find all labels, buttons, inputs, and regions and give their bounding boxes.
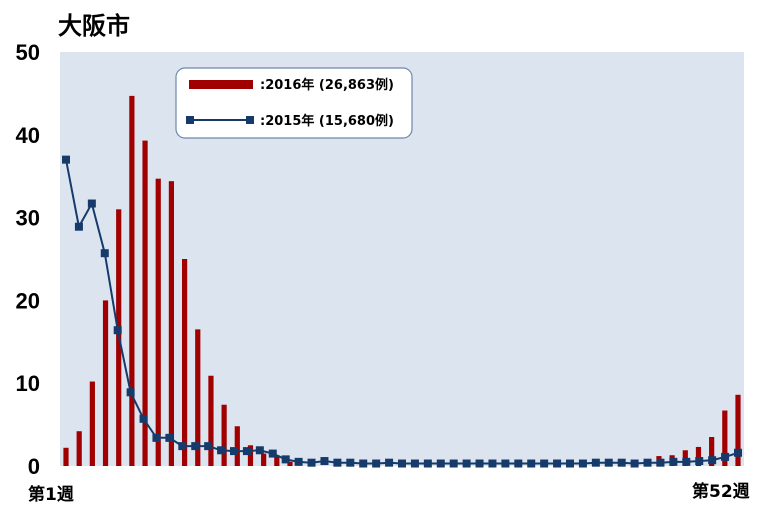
y-tick-label: 10 <box>16 371 40 396</box>
bar <box>76 431 82 466</box>
y-axis: 0 10 20 30 40 50 <box>16 40 40 479</box>
legend-bar-swatch <box>189 80 253 89</box>
bar <box>735 394 741 466</box>
bar <box>181 259 188 466</box>
data-point <box>139 414 148 423</box>
data-point <box>695 457 704 466</box>
y-tick-label: 30 <box>16 206 40 231</box>
bar <box>247 445 254 466</box>
bar <box>155 178 161 466</box>
bar <box>142 140 148 466</box>
bar <box>89 381 95 466</box>
data-point <box>87 199 96 208</box>
data-point <box>217 446 226 455</box>
y-tick-label: 0 <box>28 454 40 479</box>
data-point <box>721 452 730 461</box>
data-point <box>488 459 497 468</box>
y-tick-label: 40 <box>16 123 40 148</box>
data-point <box>436 459 445 468</box>
data-point <box>126 388 135 397</box>
data-point <box>255 446 264 455</box>
data-point <box>281 455 290 464</box>
data-point <box>152 433 161 442</box>
bar <box>722 410 728 466</box>
x-axis: 第1週 第52週 <box>28 481 750 505</box>
data-point <box>423 459 432 468</box>
data-point <box>643 458 652 467</box>
data-point <box>268 449 277 458</box>
data-point <box>242 447 251 456</box>
legend-label-2015: :2015年 (15,680例) <box>260 113 394 129</box>
data-point <box>294 457 303 466</box>
data-point <box>410 459 419 468</box>
data-point <box>372 459 381 468</box>
data-point <box>398 459 406 468</box>
bar <box>695 446 702 466</box>
data-point <box>540 459 549 468</box>
legend-label-2016: :2016年 (26,863例) <box>260 77 394 93</box>
data-point <box>708 456 717 465</box>
data-point <box>62 155 70 164</box>
data-point <box>682 457 691 466</box>
data-point <box>359 459 368 468</box>
bar <box>287 461 293 466</box>
x-tick-last: 第52週 <box>692 481 750 502</box>
legend-marker <box>246 116 254 124</box>
data-point <box>178 442 187 451</box>
bar <box>63 447 69 466</box>
data-point <box>165 433 174 442</box>
data-point <box>307 458 316 467</box>
bar <box>261 453 267 466</box>
bar <box>168 181 175 466</box>
data-point <box>734 448 742 457</box>
chart-title: 大阪市 <box>58 12 130 40</box>
data-point <box>591 458 600 467</box>
bar <box>195 329 201 466</box>
y-tick-label: 20 <box>16 288 40 313</box>
data-point <box>346 458 355 467</box>
data-point <box>204 442 213 451</box>
data-point <box>100 249 109 258</box>
data-point <box>514 459 523 468</box>
data-point <box>462 459 471 468</box>
data-point <box>630 459 639 468</box>
bar <box>709 437 715 466</box>
bar <box>129 95 135 466</box>
data-point <box>320 457 329 466</box>
data-point <box>230 447 238 456</box>
data-point <box>449 459 458 468</box>
data-point <box>74 222 83 231</box>
data-point <box>656 458 665 467</box>
data-point <box>113 326 122 335</box>
bar <box>234 426 240 466</box>
x-tick-first: 第1週 <box>28 484 74 505</box>
bar <box>102 300 109 466</box>
data-point <box>527 459 536 468</box>
data-point <box>333 458 342 467</box>
y-tick-label: 50 <box>16 40 40 65</box>
bar <box>221 404 227 466</box>
bar <box>208 375 214 466</box>
bar <box>274 455 280 466</box>
line-series <box>62 155 742 468</box>
data-point <box>475 459 484 468</box>
data-point <box>385 458 394 467</box>
data-point <box>604 458 613 467</box>
data-point <box>578 459 587 468</box>
legend: :2016年 (26,863例) :2015年 (15,680例) <box>175 67 413 139</box>
data-point <box>617 458 626 467</box>
data-point <box>553 459 562 468</box>
data-point <box>501 459 510 468</box>
data-point <box>191 442 200 451</box>
data-point <box>669 457 678 466</box>
legend-marker <box>186 116 194 124</box>
data-point <box>566 459 574 468</box>
